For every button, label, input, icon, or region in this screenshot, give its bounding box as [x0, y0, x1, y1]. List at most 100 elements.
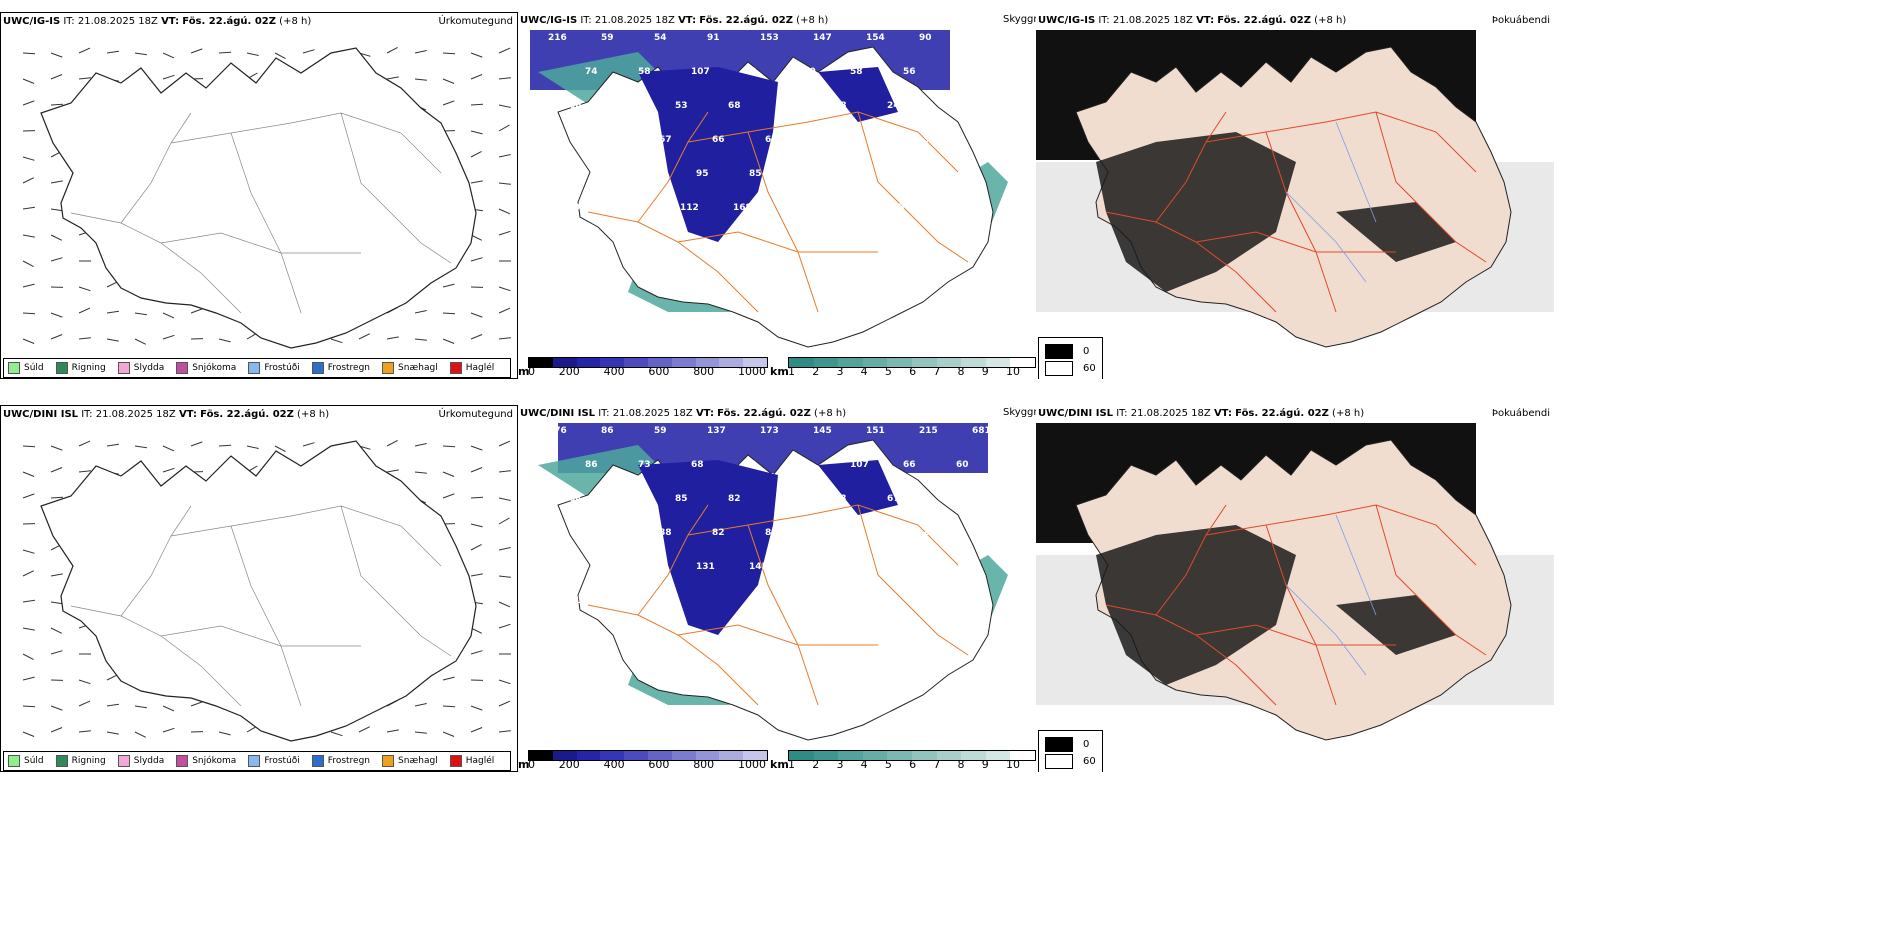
- road-network: [70, 112, 452, 314]
- wind-barb: [358, 333, 371, 340]
- wind-barb: [22, 627, 35, 631]
- legend-item: Frostregn: [311, 362, 370, 374]
- colorbar-tick: 6: [909, 365, 917, 378]
- wind-barb: [78, 286, 91, 292]
- legend-label: Snjókoma: [192, 756, 237, 766]
- wind-barb: [302, 49, 315, 54]
- legend-label: Slydda: [133, 363, 165, 373]
- wind-barb: [470, 180, 483, 184]
- colorbar-segment: [985, 358, 1011, 367]
- colorbar-segment: [911, 751, 937, 760]
- road-network: [1105, 111, 1487, 313]
- wind-barb: [50, 52, 63, 58]
- colorbar-segment: [887, 358, 912, 367]
- wind-barb: [22, 471, 35, 477]
- colorbar-tick: 4: [860, 758, 868, 771]
- colorbar-tick: 600: [648, 365, 670, 378]
- cloud-visibility-map: 216 59 54 91 153 147 154 90 82 74 58 107 93 100 58 56 18…: [530, 30, 1008, 348]
- wind-barb: [442, 676, 455, 681]
- cloud-base-label: 79: [871, 135, 884, 145]
- vt-value: Fös. 22.ágú. 02Z: [200, 409, 294, 420]
- legend-item: Slydda: [117, 362, 165, 374]
- colorbar-tick: 2: [812, 365, 820, 378]
- wind-barb: [470, 627, 483, 634]
- wind-barb: [134, 445, 147, 449]
- wind-barb: [498, 679, 511, 685]
- cloud-base-label: 75: [839, 203, 852, 213]
- panel-header: UWC/DINI ISL IT: 21.08.2025 18Z VT: Fös.…: [3, 409, 329, 420]
- wind-barb: [442, 471, 455, 477]
- wind-barb: [470, 445, 483, 451]
- fog-map: [1036, 30, 1554, 348]
- wind-barb: [50, 627, 63, 634]
- legend-label: Snæhagl: [398, 363, 438, 373]
- cloud-base-label: 60: [590, 169, 603, 179]
- cloud-base-label: 66: [802, 169, 815, 179]
- lead-time: (+8 h): [1332, 408, 1365, 419]
- cloud-base-label: 73: [940, 494, 953, 504]
- legend-item: Snæhagl: [382, 755, 438, 767]
- wind-barb: [50, 74, 63, 80]
- cloud-base-label: 88: [977, 528, 990, 538]
- cloud-base-label: 83: [924, 528, 937, 538]
- model-name: UWC/IG-IS: [3, 16, 61, 27]
- cloud-base-label: 85: [675, 494, 688, 504]
- colorbar-tick: 3: [836, 758, 844, 771]
- wind-barb: [498, 104, 511, 108]
- visibility-unit: km: [770, 365, 789, 378]
- wind-barb: [498, 470, 511, 473]
- road-network: [1105, 504, 1487, 706]
- cloud-base-label: 154: [866, 33, 885, 43]
- cloud-base-label: 91: [707, 33, 720, 43]
- wind-barb: [470, 52, 483, 58]
- wind-barb: [22, 260, 34, 268]
- colorbar-segment: [1010, 358, 1035, 367]
- cloud-base-label: 53: [675, 101, 688, 111]
- lead-time: (+8 h): [796, 15, 829, 26]
- cloud-base-label: 90: [574, 203, 587, 213]
- cloud-base-label: 68: [691, 460, 704, 470]
- cloud-base-label: 681: [972, 426, 991, 436]
- iceland-wind-map: [22, 439, 511, 742]
- colorbar-tick: 8: [957, 758, 965, 771]
- wind-barb: [498, 230, 511, 236]
- wind-barb: [162, 705, 175, 712]
- cloud-base-label: 78: [643, 169, 656, 179]
- colorbar-segment: [624, 751, 648, 760]
- legend-swatch: [449, 362, 462, 374]
- wind-barb: [162, 52, 175, 59]
- cloud-base-label: 61: [797, 460, 810, 470]
- wind-barb: [78, 307, 91, 314]
- precip-legend: Súld Rigning Slydda Snjókoma Frostúði Frostre…: [3, 358, 512, 378]
- wind-barb: [106, 50, 119, 54]
- colorbar-tick: 800: [693, 758, 715, 771]
- river-network: [1285, 121, 1377, 283]
- model-name: UWC/DINI ISL: [520, 408, 596, 419]
- cloud-base-label: 90: [802, 562, 815, 572]
- cloud-base-label: 153: [760, 33, 779, 43]
- colorbar-tick: 9: [981, 758, 989, 771]
- colorbar-segment: [862, 358, 888, 367]
- cloud-base-label: 72: [855, 169, 868, 179]
- wind-barb: [22, 312, 36, 315]
- colorbar-segment: [936, 751, 962, 760]
- wind-barb: [358, 726, 371, 733]
- wind-barb: [414, 731, 427, 734]
- cloud-base-unit: m: [518, 758, 530, 771]
- wind-barb: [498, 286, 511, 292]
- legend-swatch: [117, 362, 130, 374]
- cloud-base-label: 68: [728, 101, 741, 111]
- colorbar-tick: 10: [1005, 758, 1020, 771]
- wind-barb: [274, 445, 286, 453]
- fog-panel-bottom: UWC/DINI ISL IT: 21.08.2025 18Z VT: Fös.…: [1036, 405, 1554, 772]
- colorbar-segment: [529, 358, 553, 367]
- fog-legend-swatch: [1045, 344, 1073, 359]
- cloud-base-label: 56: [903, 67, 916, 77]
- cloud-base-label: 145: [749, 562, 768, 572]
- wind-barb: [50, 312, 63, 318]
- visibility-ticks: 1 2 3 4 5 6 7 8 9 10: [788, 365, 1020, 378]
- fog-field: [1096, 132, 1456, 292]
- cloud-base-label: 63: [781, 101, 794, 111]
- wind-barb: [190, 441, 203, 447]
- cloud-base-label: 112: [680, 203, 699, 213]
